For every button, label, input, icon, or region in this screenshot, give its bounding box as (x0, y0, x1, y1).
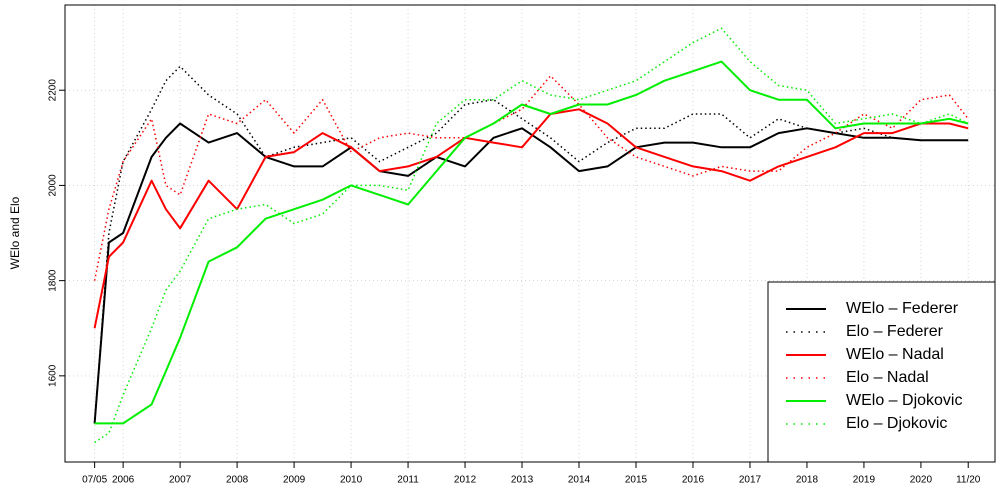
y-tick-label: 1600 (48, 364, 59, 387)
series-line (94, 27, 969, 444)
legend-box (767, 281, 996, 463)
series-line (93, 75, 969, 281)
x-tick-label: 2007 (169, 475, 192, 486)
legend-label: Elo – Nadal (846, 369, 929, 386)
legend-label: WElo – Federer (846, 300, 959, 317)
x-tick-label: 2012 (454, 475, 477, 486)
x-tick-label: 2013 (511, 475, 534, 486)
y-tick-label: 1800 (48, 269, 59, 292)
x-tick-label: 2018 (796, 475, 819, 486)
legend-label: Elo – Djokovic (846, 415, 947, 432)
x-tick-label: 2016 (682, 475, 705, 486)
series-line (94, 60, 969, 425)
series-line (93, 122, 969, 424)
y-tick-label: 2000 (48, 174, 59, 197)
y-tick-label: 2200 (48, 79, 59, 102)
x-tick-label: 2019 (853, 475, 876, 486)
x-tick-label: 2020 (910, 475, 933, 486)
x-tick-label: 2009 (283, 475, 306, 486)
x-tick-label: 2010 (340, 475, 363, 486)
legend-label: WElo – Djokovic (846, 392, 962, 409)
legend: WElo – Federer Elo – Federer WElo – Nadal E… (767, 281, 996, 463)
x-tick-label: 2014 (568, 475, 591, 486)
x-tick-label: 2008 (226, 475, 249, 486)
x-tick-label: 2011 (397, 475, 419, 486)
legend-label: WElo – Nadal (846, 346, 944, 363)
x-tick-label: 2006 (112, 475, 135, 486)
y-axis-label: WElo and Elo (8, 196, 22, 269)
plot-frame (64, 4, 996, 463)
x-tick-label: 07/05 (82, 475, 107, 486)
x-tick-label: 2017 (739, 475, 762, 486)
series-line (93, 108, 969, 329)
x-tick-label: 11/20 (956, 475, 981, 486)
legend-label: Elo – Federer (846, 323, 944, 340)
x-tick-label: 2015 (625, 475, 648, 486)
